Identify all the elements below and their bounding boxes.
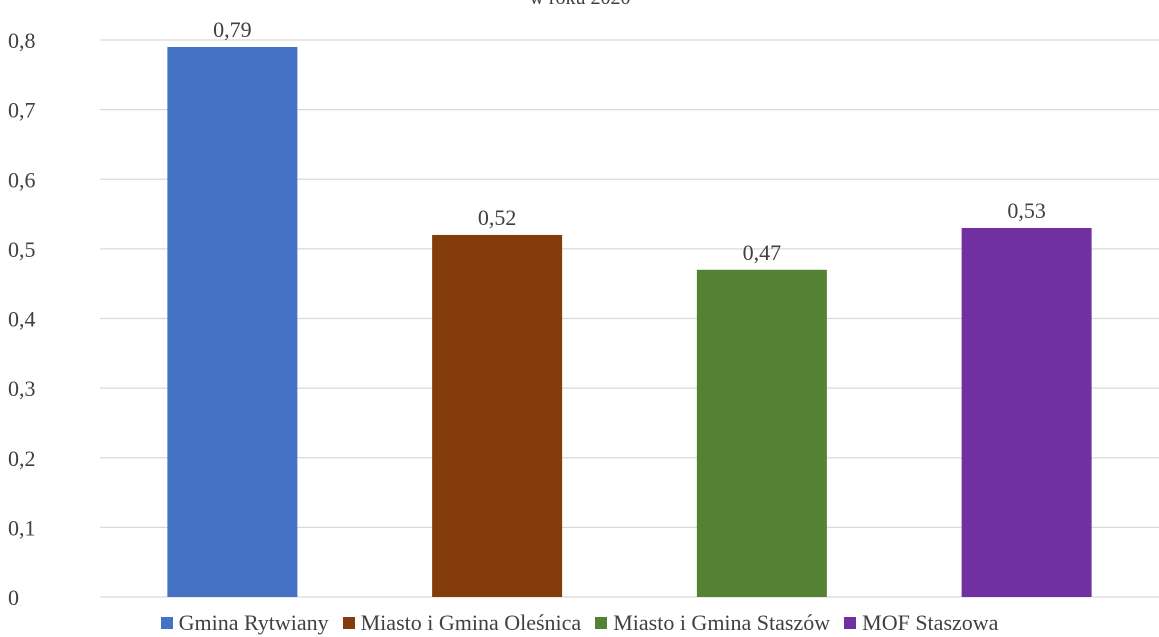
legend-label: Miasto i Gmina Oleśnica [360, 610, 582, 635]
data-label: 0,47 [743, 240, 782, 265]
legend-item: Miasto i Gmina Oleśnica [342, 610, 582, 636]
chart-title: w roku 2020 [529, 0, 630, 9]
y-tick-label: 0,4 [8, 307, 36, 332]
bar [167, 46, 298, 597]
y-tick-label: 0,7 [8, 98, 36, 123]
data-label: 0,52 [478, 205, 517, 230]
bar [696, 269, 827, 597]
data-labels: 0,79 0,52 0,47 0,53 [213, 17, 1046, 265]
legend-item: Gmina Rytwiany [160, 610, 329, 636]
y-axis-tick-labels: 0 0,1 0,2 0,3 0,4 0,5 0,6 0,7 0,8 [8, 28, 36, 609]
y-tick-label: 0,2 [8, 446, 36, 471]
bar [432, 234, 563, 597]
legend-label: Miasto i Gmina Staszów [613, 610, 831, 635]
y-tick-label: 0,3 [8, 376, 36, 401]
y-tick-label: 0,1 [8, 515, 36, 540]
data-label: 0,53 [1007, 198, 1046, 223]
y-tick-label: 0,6 [8, 167, 36, 192]
y-tick-label: 0 [8, 585, 19, 609]
legend-item: Miasto i Gmina Staszów [595, 610, 830, 636]
bar-chart: w roku 2020 0 0,1 0,2 0,3 0,4 0,5 0,6 0,7 0,8 0,… [8, 0, 1159, 609]
legend-item: MOF Staszowa [844, 610, 998, 636]
legend-swatch [160, 617, 173, 629]
legend-swatch [844, 617, 857, 629]
legend-swatch [595, 617, 608, 629]
legend: Gmina Rytwiany Miasto i Gmina Oleśnica Mia… [0, 609, 1159, 637]
legend-label: MOF Staszowa [862, 610, 999, 635]
bars [167, 46, 1092, 598]
y-tick-label: 0,8 [8, 28, 36, 53]
legend-label: Gmina Rytwiany [178, 610, 329, 635]
bar [961, 227, 1092, 598]
legend-swatch [342, 617, 355, 629]
data-label: 0,79 [213, 17, 252, 42]
y-tick-label: 0,5 [8, 237, 36, 262]
